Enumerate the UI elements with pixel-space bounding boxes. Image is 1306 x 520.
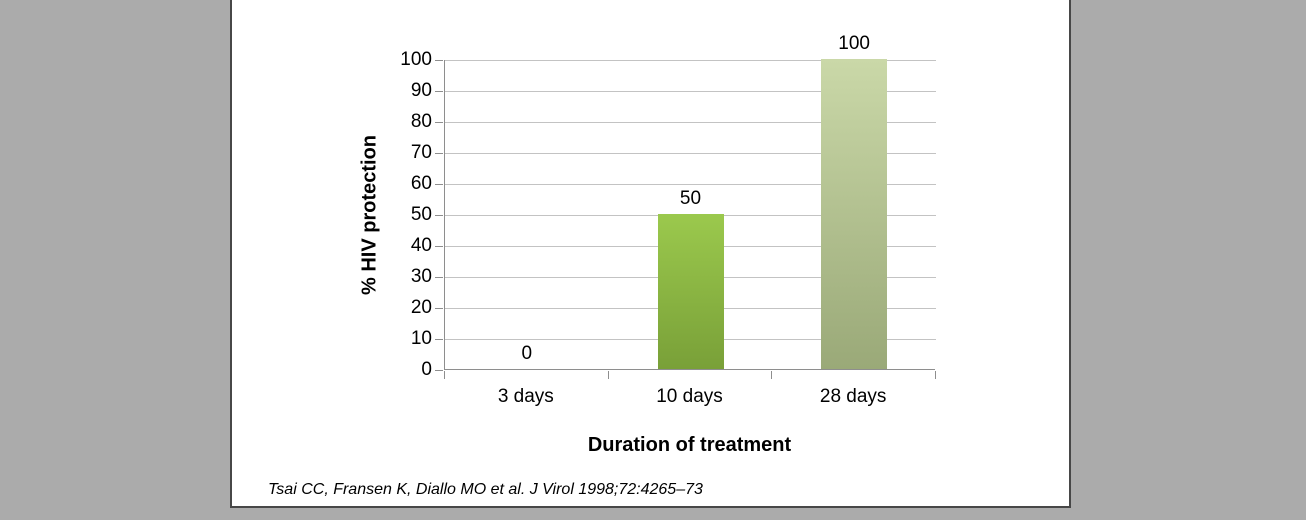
y-tick-label: 20 xyxy=(410,297,432,318)
slide: % HIV protection 0 10 20 30 40 50 60 70 80 90 100 … xyxy=(230,0,1071,508)
x-category-label: 28 days xyxy=(819,386,887,407)
y-tick-label: 10 xyxy=(410,328,432,349)
bar-chart: % HIV protection 0 10 20 30 40 50 60 70 80 90 100 … xyxy=(232,0,1073,470)
plot-area: 0 50 100 xyxy=(444,33,936,370)
y-tick-label: 0 xyxy=(421,359,432,380)
bar-data-label: 0 xyxy=(521,343,533,364)
x-tick-mark xyxy=(935,371,936,379)
y-tick-label: 90 xyxy=(410,80,432,101)
y-tick-label: 70 xyxy=(410,142,432,163)
x-axis-title: Duration of treatment xyxy=(587,434,792,456)
y-tick-mark xyxy=(435,246,443,247)
y-tick-label: 60 xyxy=(410,173,432,194)
y-tick-label: 50 xyxy=(410,204,432,225)
x-category-label: 10 days xyxy=(656,386,723,407)
gridline xyxy=(445,90,936,92)
bar xyxy=(821,59,888,369)
gridline xyxy=(445,152,936,154)
y-tick-mark xyxy=(435,153,443,154)
bar-data-label: 50 xyxy=(679,188,702,209)
citation-text: Tsai CC, Fransen K, Diallo MO et al. J V… xyxy=(268,481,703,498)
y-tick-label: 100 xyxy=(400,49,432,70)
x-category-label: 3 days xyxy=(497,386,554,407)
y-tick-mark xyxy=(435,60,443,61)
y-tick-mark xyxy=(435,91,443,92)
y-tick-mark xyxy=(435,215,443,216)
y-axis-labels: 0 10 20 30 40 50 60 70 80 90 100 xyxy=(372,49,432,380)
y-tick-mark xyxy=(435,184,443,185)
y-tick-mark xyxy=(435,370,443,371)
y-tick-mark xyxy=(435,308,443,309)
y-tick-label: 40 xyxy=(410,235,432,256)
y-tick-mark xyxy=(435,277,443,278)
x-tick-mark xyxy=(607,371,609,379)
bar xyxy=(657,214,724,369)
y-tick-mark xyxy=(435,122,443,123)
y-tick-label: 30 xyxy=(410,266,432,287)
x-tick-mark xyxy=(771,371,773,379)
gridline xyxy=(445,121,936,123)
y-tick-mark xyxy=(435,339,443,340)
bar-data-label: 100 xyxy=(838,33,870,54)
gridline xyxy=(445,183,936,185)
x-tick-mark xyxy=(444,371,445,379)
y-tick-label: 80 xyxy=(410,111,432,132)
gridline xyxy=(445,59,936,61)
